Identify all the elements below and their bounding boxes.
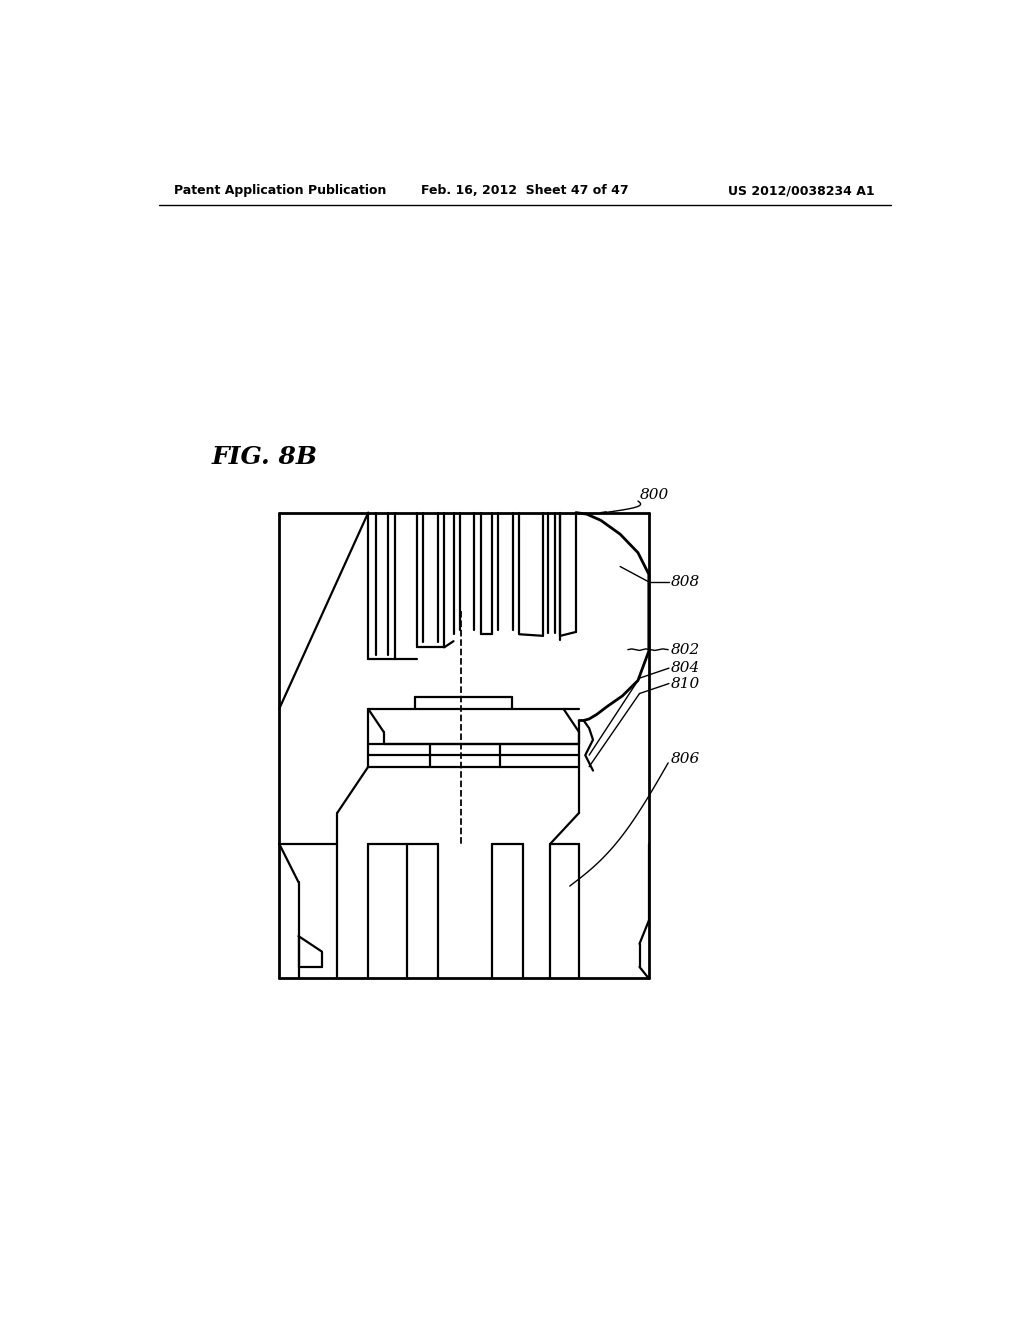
Text: Feb. 16, 2012  Sheet 47 of 47: Feb. 16, 2012 Sheet 47 of 47 <box>421 185 629 197</box>
Text: 804: 804 <box>671 661 699 675</box>
Text: 810: 810 <box>671 677 699 690</box>
Text: US 2012/0038234 A1: US 2012/0038234 A1 <box>728 185 876 197</box>
Text: 800: 800 <box>640 488 669 502</box>
Text: FIG. 8B: FIG. 8B <box>212 445 317 469</box>
Text: 806: 806 <box>671 752 699 766</box>
Text: Patent Application Publication: Patent Application Publication <box>174 185 387 197</box>
Text: 808: 808 <box>671 576 699 589</box>
Text: 802: 802 <box>671 643 699 656</box>
